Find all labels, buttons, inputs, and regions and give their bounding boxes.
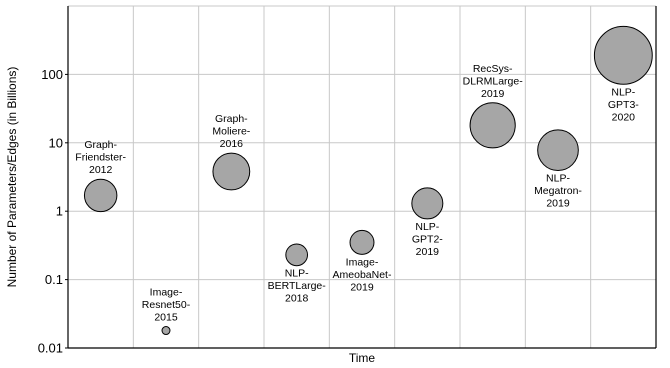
y-tick-label: 1 bbox=[56, 204, 63, 219]
grid bbox=[68, 5, 656, 348]
point-label: Image-Resnet50-2015 bbox=[142, 287, 191, 324]
axes bbox=[65, 6, 657, 349]
bubble-point bbox=[212, 152, 251, 191]
point-label: NLP-Megatron-2019 bbox=[534, 173, 582, 210]
y-tick-label: 10 bbox=[49, 135, 63, 150]
y-tick-label: 0.01 bbox=[38, 341, 63, 356]
point-labels: Graph-Friendster-2012 Image-Resnet50-2015… bbox=[75, 63, 639, 324]
bubble-point bbox=[349, 229, 375, 255]
point-label: NLP-GPT2-2019 bbox=[412, 221, 443, 258]
bubble-point bbox=[469, 102, 516, 149]
y-tick-label: 0.1 bbox=[45, 272, 63, 287]
x-axis-label: Time bbox=[349, 351, 376, 365]
y-axis-label: Number of Parameters/Edges (in Billions) bbox=[5, 67, 19, 288]
bubble-point bbox=[593, 25, 653, 85]
bubble-point bbox=[285, 243, 309, 267]
bubbles bbox=[83, 25, 653, 336]
point-label: NLP-GPT3-2020 bbox=[608, 86, 639, 123]
bubble-point bbox=[411, 187, 444, 220]
point-label: Graph-Moliere-2016 bbox=[212, 113, 250, 150]
bubble-point bbox=[83, 178, 118, 213]
point-label: Image-AmeobaNet-2019 bbox=[333, 256, 392, 293]
y-tick-label: 100 bbox=[41, 67, 63, 82]
bubble-point bbox=[161, 326, 171, 336]
bubble-point bbox=[537, 129, 579, 172]
point-label: NLP-BERTLarge-2018 bbox=[268, 268, 327, 305]
point-label: RecSys-DLRMLarge-2019 bbox=[463, 63, 524, 100]
point-label: Graph-Friendster-2012 bbox=[75, 139, 126, 176]
y-tick-labels: 0.01 0.1 1 10 100 bbox=[38, 67, 63, 356]
